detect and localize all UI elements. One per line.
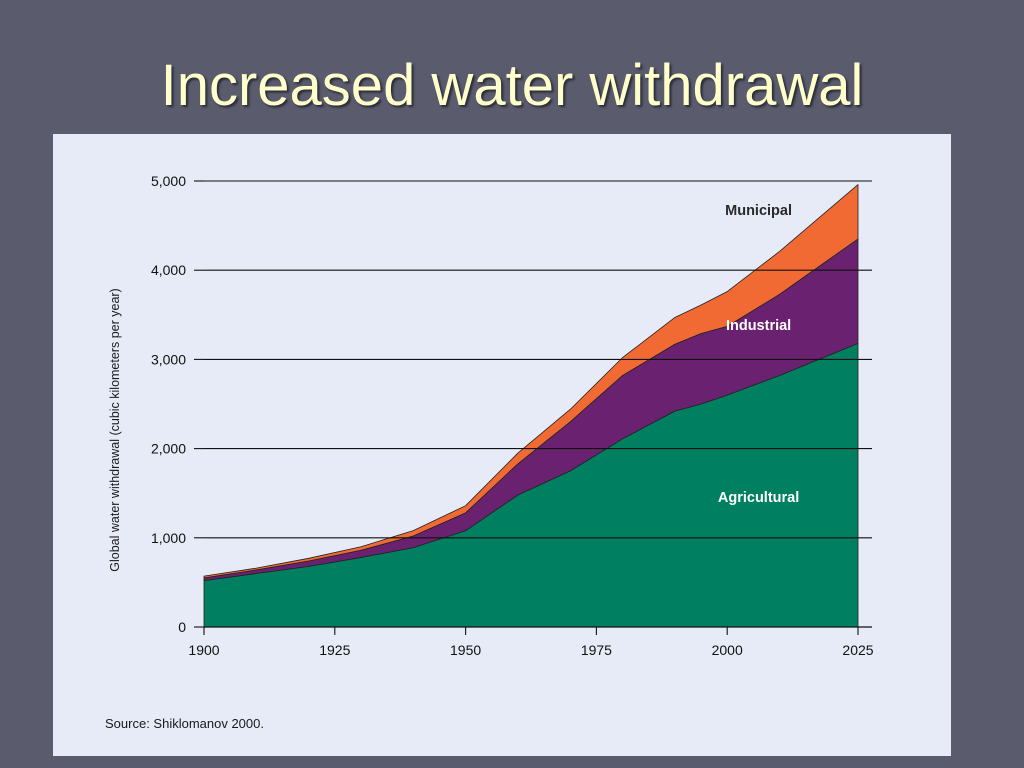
annotation-industrial: Industrial bbox=[726, 318, 791, 334]
area-municipal bbox=[203, 184, 859, 579]
y-tick-label-2,000: 2,000 bbox=[151, 441, 186, 457]
x-tick-label-2000: 2000 bbox=[712, 642, 743, 658]
source-note: Source: Shiklomanov 2000. bbox=[105, 716, 264, 731]
chart-axes bbox=[194, 180, 872, 635]
x-tick-label-1900: 1900 bbox=[188, 642, 219, 658]
chart-gridlines bbox=[204, 180, 872, 539]
y-tick-label-5,000: 5,000 bbox=[151, 173, 186, 189]
water-withdrawal-chart: 0 1,000 2,000 3,000 4,000 5,000 1900 1925 1950 19… bbox=[105, 173, 874, 731]
chart-panel: 0 1,000 2,000 3,000 4,000 5,000 1900 1925 1950 19… bbox=[53, 134, 951, 756]
y-tick-label-4,000: 4,000 bbox=[151, 262, 186, 278]
chart-annotations: Municipal Industrial Agricultural bbox=[718, 203, 799, 506]
y-tick-label-1,000: 1,000 bbox=[151, 530, 186, 546]
x-tick-label-1925: 1925 bbox=[319, 642, 350, 658]
y-axis-label: Global water withdrawal (cubic kilometer… bbox=[108, 288, 122, 571]
chart-areas bbox=[203, 184, 859, 628]
annotation-municipal: Municipal bbox=[725, 203, 792, 219]
x-tick-label-2025: 2025 bbox=[842, 642, 873, 658]
y-tick-label-0: 0 bbox=[178, 619, 186, 635]
y-tick-label-3,000: 3,000 bbox=[151, 351, 186, 367]
x-tick-label-1950: 1950 bbox=[450, 642, 481, 658]
annotation-agricultural: Agricultural bbox=[718, 490, 799, 506]
chart-tick-labels: 0 1,000 2,000 3,000 4,000 5,000 1900 1925 1950 19… bbox=[151, 173, 874, 658]
x-tick-label-1975: 1975 bbox=[581, 642, 612, 658]
slide-title: Increased water withdrawal bbox=[160, 53, 864, 118]
